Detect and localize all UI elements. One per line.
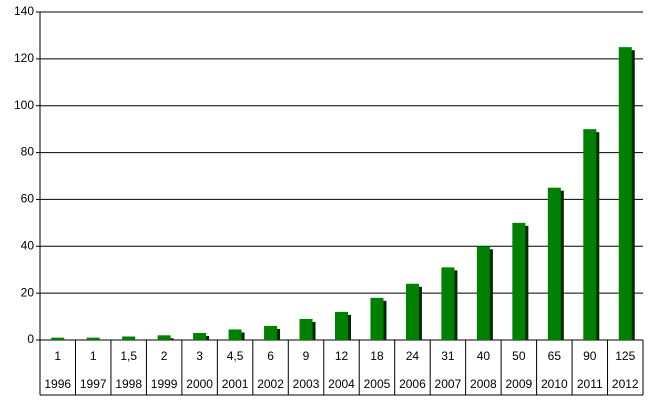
bar [547, 187, 561, 340]
x-tick-label: 2002 [257, 377, 284, 391]
value-label: 6 [267, 349, 274, 363]
bar [193, 332, 207, 340]
x-tick-label: 2000 [186, 377, 213, 391]
bar [618, 47, 632, 341]
y-tick-label: 40 [21, 238, 35, 252]
bar [51, 337, 65, 340]
value-label: 50 [512, 349, 526, 363]
y-tick-label: 140 [14, 4, 34, 18]
bar [476, 246, 490, 340]
value-label: 24 [406, 349, 420, 363]
value-label: 40 [477, 349, 491, 363]
x-tick-label: 2005 [364, 377, 391, 391]
bar [157, 335, 171, 340]
value-label: 9 [303, 349, 310, 363]
y-tick-label: 60 [21, 192, 35, 206]
value-label: 1 [90, 349, 97, 363]
value-label: 4,5 [227, 349, 244, 363]
bar [299, 318, 313, 340]
x-tick-label: 2010 [541, 377, 568, 391]
x-tick-label: 2006 [399, 377, 426, 391]
value-label: 3 [196, 349, 203, 363]
bar [583, 129, 597, 340]
x-tick-label: 1998 [115, 377, 142, 391]
value-label: 125 [615, 349, 635, 363]
x-tick-label: 2001 [222, 377, 249, 391]
value-label: 12 [335, 349, 349, 363]
value-label: 1,5 [120, 349, 137, 363]
x-tick-label: 2007 [435, 377, 462, 391]
bar [228, 329, 242, 340]
bar [122, 336, 136, 340]
bar [370, 297, 384, 340]
x-tick-label: 1997 [80, 377, 107, 391]
x-tick-label: 2011 [577, 377, 603, 391]
x-tick-label: 2009 [506, 377, 533, 391]
bar [441, 267, 455, 340]
x-tick-label: 1996 [44, 377, 71, 391]
value-label: 18 [370, 349, 384, 363]
y-tick-label: 0 [27, 332, 34, 346]
y-tick-label: 20 [21, 285, 35, 299]
x-tick-label: 2012 [612, 377, 639, 391]
y-tick-label: 100 [14, 98, 34, 112]
bar [335, 311, 348, 340]
value-label: 65 [548, 349, 562, 363]
value-label: 31 [441, 349, 455, 363]
value-label: 90 [583, 349, 597, 363]
y-tick-label: 80 [21, 145, 35, 159]
x-tick-label: 1999 [151, 377, 178, 391]
bar [512, 222, 526, 340]
value-label: 2 [161, 349, 168, 363]
y-tick-label: 120 [14, 51, 34, 65]
x-tick-label: 2004 [328, 377, 355, 391]
bar [264, 325, 278, 340]
value-label: 1 [54, 349, 61, 363]
x-tick-label: 2008 [470, 377, 497, 391]
bar [405, 283, 419, 340]
x-tick-label: 2003 [293, 377, 320, 391]
bar [86, 337, 100, 340]
